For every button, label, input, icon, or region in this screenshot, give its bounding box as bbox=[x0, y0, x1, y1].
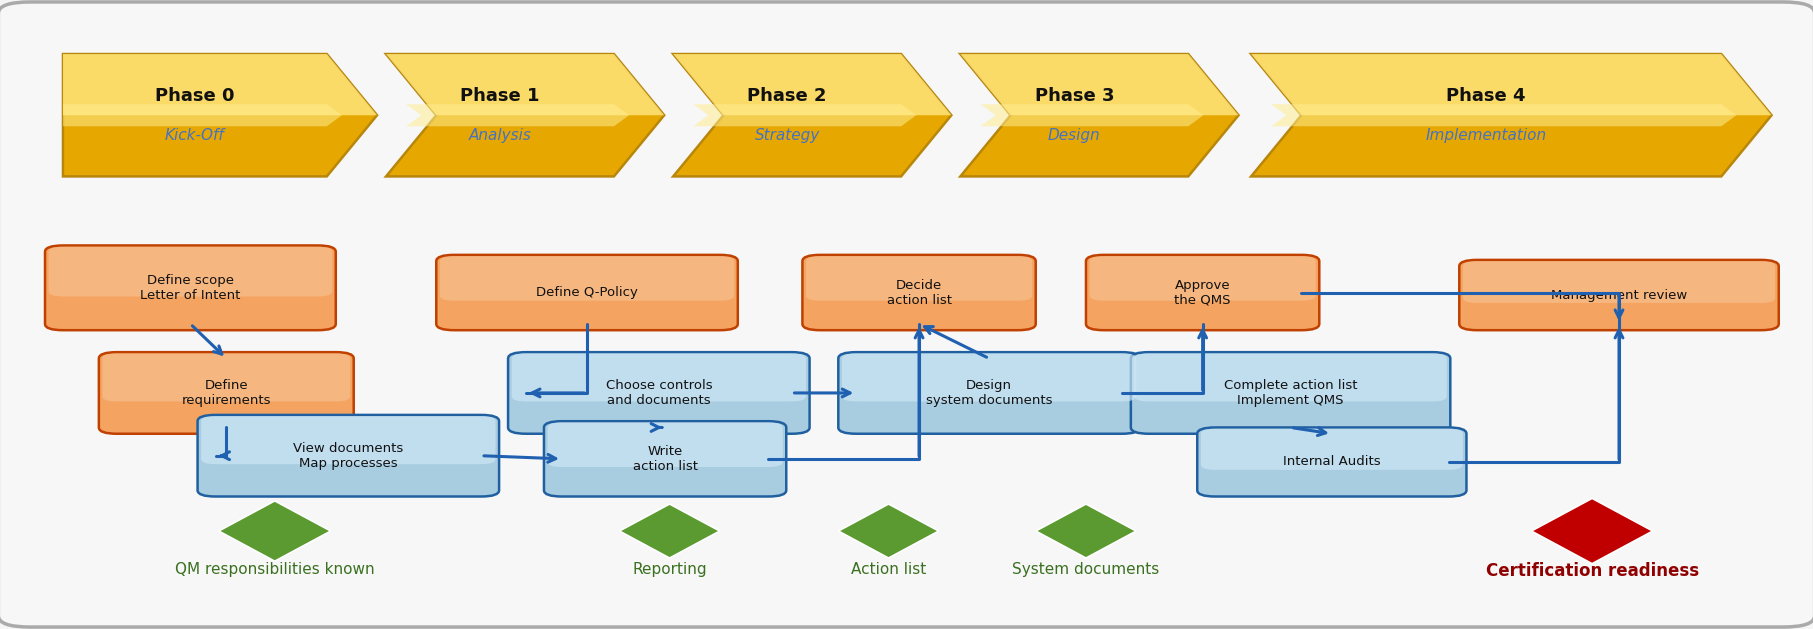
Polygon shape bbox=[1532, 498, 1653, 564]
Text: Define Q-Policy: Define Q-Policy bbox=[537, 286, 638, 299]
FancyBboxPatch shape bbox=[511, 353, 807, 401]
Text: Phase 4: Phase 4 bbox=[1447, 87, 1527, 106]
Polygon shape bbox=[1271, 104, 1737, 126]
FancyBboxPatch shape bbox=[1200, 429, 1463, 470]
Text: Design
system documents: Design system documents bbox=[926, 379, 1052, 407]
Text: Define
requirements: Define requirements bbox=[181, 379, 270, 407]
Polygon shape bbox=[406, 104, 629, 126]
FancyBboxPatch shape bbox=[103, 353, 350, 401]
Text: Define scope
Letter of Intent: Define scope Letter of Intent bbox=[140, 274, 241, 302]
Text: Internal Audits: Internal Audits bbox=[1284, 455, 1382, 469]
Text: Management review: Management review bbox=[1550, 289, 1688, 301]
Polygon shape bbox=[1251, 54, 1771, 115]
Polygon shape bbox=[620, 504, 720, 558]
Text: Phase 1: Phase 1 bbox=[461, 87, 540, 106]
Text: Kick-Off: Kick-Off bbox=[165, 128, 225, 143]
Polygon shape bbox=[63, 104, 343, 126]
FancyBboxPatch shape bbox=[45, 245, 335, 330]
FancyBboxPatch shape bbox=[1463, 261, 1775, 303]
FancyBboxPatch shape bbox=[1090, 256, 1316, 301]
FancyBboxPatch shape bbox=[807, 256, 1032, 301]
Polygon shape bbox=[386, 54, 664, 176]
Polygon shape bbox=[219, 501, 330, 561]
Text: Reporting: Reporting bbox=[633, 562, 707, 577]
Text: Strategy: Strategy bbox=[754, 128, 819, 143]
Polygon shape bbox=[1035, 504, 1137, 558]
Text: Approve
the QMS: Approve the QMS bbox=[1175, 279, 1231, 306]
FancyBboxPatch shape bbox=[198, 415, 499, 496]
FancyBboxPatch shape bbox=[1131, 352, 1450, 434]
Text: Implementation: Implementation bbox=[1425, 128, 1546, 143]
Polygon shape bbox=[63, 54, 377, 115]
Text: Write
action list: Write action list bbox=[633, 445, 698, 473]
FancyBboxPatch shape bbox=[508, 352, 810, 434]
FancyBboxPatch shape bbox=[544, 421, 787, 496]
FancyBboxPatch shape bbox=[1135, 353, 1447, 401]
Polygon shape bbox=[63, 54, 377, 176]
FancyBboxPatch shape bbox=[441, 256, 734, 301]
Text: Analysis: Analysis bbox=[468, 128, 531, 143]
Text: System documents: System documents bbox=[1012, 562, 1160, 577]
Text: Phase 0: Phase 0 bbox=[156, 87, 234, 106]
Text: Choose controls
and documents: Choose controls and documents bbox=[606, 379, 713, 407]
Polygon shape bbox=[961, 54, 1238, 115]
Text: Design: Design bbox=[1048, 128, 1100, 143]
FancyBboxPatch shape bbox=[437, 255, 738, 330]
FancyBboxPatch shape bbox=[1086, 255, 1320, 330]
Text: QM responsibilities known: QM responsibilities known bbox=[174, 562, 375, 577]
FancyBboxPatch shape bbox=[100, 352, 354, 434]
Polygon shape bbox=[838, 504, 939, 558]
FancyBboxPatch shape bbox=[838, 352, 1140, 434]
Polygon shape bbox=[673, 54, 952, 176]
Text: Phase 2: Phase 2 bbox=[747, 87, 827, 106]
Polygon shape bbox=[673, 54, 952, 115]
Polygon shape bbox=[386, 54, 664, 115]
FancyBboxPatch shape bbox=[1197, 428, 1467, 496]
Text: Complete action list
Implement QMS: Complete action list Implement QMS bbox=[1224, 379, 1358, 407]
Text: View documents
Map processes: View documents Map processes bbox=[294, 442, 404, 470]
Polygon shape bbox=[981, 104, 1204, 126]
FancyBboxPatch shape bbox=[548, 423, 783, 467]
Polygon shape bbox=[1251, 54, 1771, 176]
Polygon shape bbox=[693, 104, 916, 126]
Text: Phase 3: Phase 3 bbox=[1035, 87, 1113, 106]
Text: Certification readiness: Certification readiness bbox=[1485, 562, 1699, 581]
Text: Decide
action list: Decide action list bbox=[887, 279, 952, 306]
FancyBboxPatch shape bbox=[803, 255, 1035, 330]
Text: Action list: Action list bbox=[850, 562, 926, 577]
FancyBboxPatch shape bbox=[201, 416, 495, 464]
FancyBboxPatch shape bbox=[49, 247, 332, 296]
FancyBboxPatch shape bbox=[1459, 260, 1779, 330]
FancyBboxPatch shape bbox=[841, 353, 1137, 401]
Polygon shape bbox=[961, 54, 1238, 176]
